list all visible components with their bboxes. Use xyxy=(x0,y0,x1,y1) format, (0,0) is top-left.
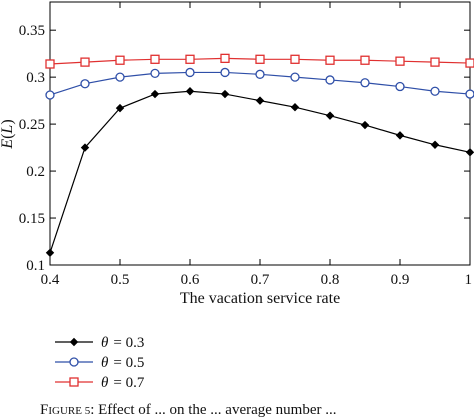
series-line-1 xyxy=(49,90,471,253)
plot-frame xyxy=(49,1,471,266)
data-point-square xyxy=(45,59,55,69)
y-axis: 0.1 0.15 0.2 0.25 0.3 0.35 xyxy=(19,23,470,274)
x-tick-label: 0.5 xyxy=(111,272,130,288)
data-point-circle xyxy=(150,68,160,79)
data-point-circle xyxy=(80,79,90,89)
data-point-diamond xyxy=(360,120,370,130)
data-point-square xyxy=(430,57,440,67)
legend: θ = 0.3θ = 0.5θ = 0.7 xyxy=(55,335,145,391)
data-point-diamond xyxy=(325,111,335,120)
data-point-diamond xyxy=(45,248,55,257)
y-tick-label: 0.35 xyxy=(19,23,45,39)
data-point-diamond xyxy=(185,87,195,96)
x-tick-label: 0.4 xyxy=(41,272,60,288)
y-tick-label: 0.3 xyxy=(26,70,45,86)
data-point-square xyxy=(150,54,160,64)
data-point-diamond xyxy=(150,89,160,99)
data-point-diamond xyxy=(430,140,440,149)
data-point-diamond xyxy=(80,143,90,152)
series-layer xyxy=(45,53,474,257)
data-point-diamond xyxy=(220,89,230,99)
data-point-circle xyxy=(430,86,440,96)
legend-value: = 0.5 xyxy=(113,355,144,371)
data-point-diamond xyxy=(69,337,79,347)
legend-symbol: θ xyxy=(101,375,109,391)
data-point-square xyxy=(115,55,125,65)
data-point-square xyxy=(325,55,335,65)
x-tick-label: 1 xyxy=(465,272,473,288)
data-point-square xyxy=(465,58,474,68)
data-point-square xyxy=(69,377,79,387)
data-point-circle xyxy=(290,72,300,82)
data-point-square xyxy=(395,56,405,66)
legend-value: = 0.7 xyxy=(113,375,144,391)
y-tick-label: 0.15 xyxy=(19,211,45,227)
legend-label-1: θ = 0.3 xyxy=(101,335,144,351)
x-axis-label: The vacation service rate xyxy=(180,290,340,307)
data-point-diamond xyxy=(395,131,405,140)
data-point-circle xyxy=(325,75,335,85)
x-tick-label: 0.9 xyxy=(391,272,410,288)
data-point-circle xyxy=(185,67,195,78)
data-point-diamond xyxy=(115,103,125,113)
y-tick-label: 0.25 xyxy=(19,117,45,133)
legend-label-2: θ = 0.5 xyxy=(101,355,144,371)
data-point-diamond xyxy=(255,96,265,105)
x-tick-label: 0.8 xyxy=(321,272,340,288)
y-tick-label: 0.1 xyxy=(26,258,45,274)
data-point-diamond xyxy=(465,148,474,157)
data-point-square xyxy=(220,53,230,64)
data-point-circle xyxy=(45,90,55,100)
data-point-circle xyxy=(395,81,405,92)
legend-value: = 0.3 xyxy=(113,335,144,351)
x-tick-label: 0.6 xyxy=(181,272,200,288)
y-tick-label: 0.2 xyxy=(26,164,45,180)
data-point-circle xyxy=(465,89,474,99)
x-axis: 0.4 0.5 0.6 0.7 0.8 0.9 1 xyxy=(41,2,472,288)
data-point-circle xyxy=(360,78,370,88)
figure-caption: FIGURE 5: Effect of ... on the ... avera… xyxy=(40,402,337,417)
y-axis-label: E(L) xyxy=(0,119,16,149)
legend-label-3: θ = 0.7 xyxy=(101,375,145,391)
data-point-circle xyxy=(115,72,125,82)
data-point-square xyxy=(255,54,265,64)
data-point-square xyxy=(185,54,195,64)
x-tick-label: 0.7 xyxy=(251,272,270,288)
data-point-circle xyxy=(255,69,265,79)
legend-symbol: θ xyxy=(101,335,109,351)
data-point-square xyxy=(290,54,300,64)
legend-symbol: θ xyxy=(101,355,109,371)
data-point-circle xyxy=(220,67,230,78)
data-point-square xyxy=(80,57,90,67)
data-point-diamond xyxy=(290,102,300,112)
data-point-circle xyxy=(69,357,79,367)
data-point-square xyxy=(360,55,370,65)
